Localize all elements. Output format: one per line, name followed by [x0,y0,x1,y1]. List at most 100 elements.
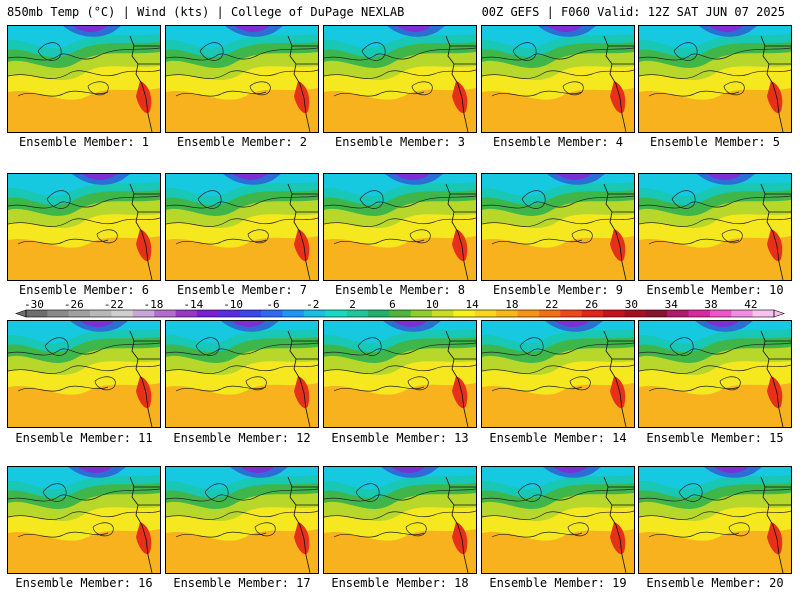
ensemble-member-label: Ensemble Member: 17 [173,576,311,590]
temperature-band [8,321,160,344]
temperature-band [639,353,791,395]
coastline [445,35,476,132]
colorbar-tick-label: -2 [306,300,319,311]
coastline [603,476,634,573]
ensemble-member-map [323,25,477,133]
colorbar-segment [132,310,155,317]
height-contour [567,522,589,537]
height-contour [671,190,696,209]
temperature-band [324,321,476,344]
height-contour [175,90,267,97]
coastline [760,330,791,427]
temperature-band [324,46,476,80]
temperature-band [482,487,634,521]
height-contour [482,364,634,374]
height-contour [569,376,591,391]
ensemble-member-map [165,173,319,281]
temperature-map [482,321,634,427]
hot-spot [136,81,152,114]
ensemble-member-label: Ensemble Member: 11 [15,431,153,445]
temperature-band [482,341,634,375]
height-contour [195,337,220,356]
colorbar-tick-label: 26 [585,300,598,311]
temperature-band [8,38,160,68]
colorbar-svg: -30 -26 -22 -18 -14 -10 -6 -2 2 6 10 14 18 22 26 30 34 38… [15,300,785,318]
temperature-band [548,26,582,32]
colorbar-segment [175,310,198,317]
colorbar-segment [667,310,689,317]
temperature-band [714,467,748,473]
hot-spot [767,376,783,409]
ensemble-member-map [481,320,635,428]
colorbar-segment [453,310,476,317]
height-contour [166,47,318,61]
colorbar-tick-label: 18 [505,300,518,311]
height-contour [175,531,267,538]
height-contour [562,81,584,96]
ensemble-member-label: Ensemble Member: 4 [492,135,624,149]
coastline [760,476,791,573]
colorbar-tick-label: 30 [625,300,638,311]
colorbar-tick-label: -22 [104,300,124,311]
colorbar-left-arrow [15,309,27,318]
temperature-band [324,487,476,521]
ensemble-member-label: Ensemble Member: 10 [646,283,784,297]
height-contour [673,42,698,61]
colorbar-segment [560,310,582,317]
temperature-band [324,333,476,363]
ensemble-member-label: Ensemble Member: 15 [646,431,784,445]
colorbar-tick-label: 22 [545,300,558,311]
coastline [603,35,634,132]
temperature-map [639,174,791,280]
temperature-map [8,26,160,132]
temperature-band [166,321,318,344]
hot-spot [452,522,468,555]
height-contour [8,510,160,520]
colorbar-segment [474,310,497,317]
temperature-band [707,174,741,180]
temperature-band [324,353,476,395]
temperature-band [482,321,634,344]
height-contour [571,229,593,244]
height-contour [324,69,476,79]
height-contour [166,69,318,79]
hot-spot [136,522,152,555]
temperature-band [8,479,160,509]
colorbar-segment [709,310,732,317]
temperature-map [8,321,160,427]
temperature-band [639,178,791,206]
height-contour [355,483,380,502]
ensemble-member-label: Ensemble Member: 1 [18,135,150,149]
colorbar-tick-label: -26 [64,300,84,311]
temperature-band [639,30,791,58]
height-contour [482,69,634,79]
height-contour [482,342,634,356]
temperature-map [324,321,476,427]
temperature-map [639,467,791,573]
coastline [129,183,160,280]
temperature-band [391,467,425,473]
hot-spot [767,229,783,262]
temperature-band [557,174,591,180]
height-contour [517,483,542,502]
temperature-band [8,30,160,58]
height-contour [333,238,425,245]
chart-title-left: 850mb Temp (°C) | Wind (kts) | College o… [7,5,405,19]
ensemble-member-label: Ensemble Member: 9 [492,283,624,297]
colorbar-tick-label: -6 [266,300,279,311]
colorbar-tick-label: 14 [465,300,479,311]
height-contour [639,342,791,356]
ensemble-member-label: Ensemble Member: 16 [15,576,153,590]
height-contour [648,238,740,245]
coastline [760,183,791,280]
height-contour [8,364,160,374]
hot-spot [767,81,783,114]
ensemble-member-map [638,173,792,281]
height-contour [166,195,318,209]
colorbar-segment [731,310,753,317]
height-contour [324,342,476,356]
height-contour [639,47,791,61]
temperature-band [233,174,267,180]
ensemble-member-map [323,466,477,574]
height-contour [175,385,267,392]
